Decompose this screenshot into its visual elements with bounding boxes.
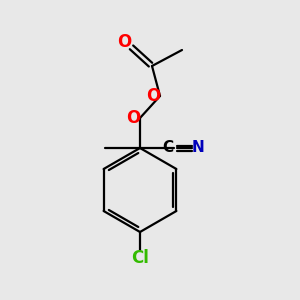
Text: Cl: Cl (131, 249, 149, 267)
Text: O: O (117, 33, 131, 51)
Text: C: C (162, 140, 174, 154)
Text: N: N (192, 140, 204, 154)
Text: O: O (126, 109, 140, 127)
Text: O: O (146, 87, 160, 105)
